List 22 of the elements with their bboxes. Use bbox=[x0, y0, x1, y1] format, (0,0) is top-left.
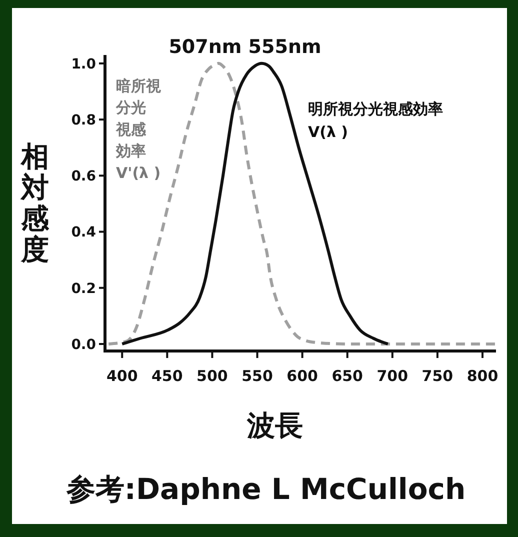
y-tick-label: 0.4 bbox=[71, 224, 96, 241]
series-label: 明所視分光視感効率 V(λ ) bbox=[308, 100, 443, 141]
y-tick-label: 0.0 bbox=[71, 336, 96, 353]
chart-title: 507nm 555nm bbox=[168, 36, 322, 58]
x-tick-label: 750 bbox=[422, 367, 454, 385]
x-tick-label: 800 bbox=[466, 367, 498, 385]
y-tick-label: 0.8 bbox=[71, 112, 96, 128]
series-label: 暗所視分光視感効率 V'(λ ) bbox=[115, 77, 162, 182]
x-tick-label: 450 bbox=[152, 367, 183, 385]
x-tick-label: 650 bbox=[332, 367, 364, 385]
y-tick-label: 0.2 bbox=[71, 280, 96, 297]
x-tick-label: 500 bbox=[196, 367, 228, 385]
x-tick-label: 700 bbox=[376, 367, 408, 385]
x-axis-title: 波長 bbox=[246, 409, 303, 442]
y-tick-label: 1.0 bbox=[71, 56, 96, 72]
y-axis-title: 相対感度 bbox=[20, 140, 50, 266]
x-tick-label: 600 bbox=[286, 367, 318, 385]
x-tick-label: 550 bbox=[242, 367, 273, 385]
x-tick-label: 400 bbox=[106, 367, 138, 385]
line-series bbox=[107, 62, 498, 346]
text: 参考:Daphne L McCulloch bbox=[65, 472, 466, 506]
y-tick-label: 0.6 bbox=[71, 168, 96, 185]
